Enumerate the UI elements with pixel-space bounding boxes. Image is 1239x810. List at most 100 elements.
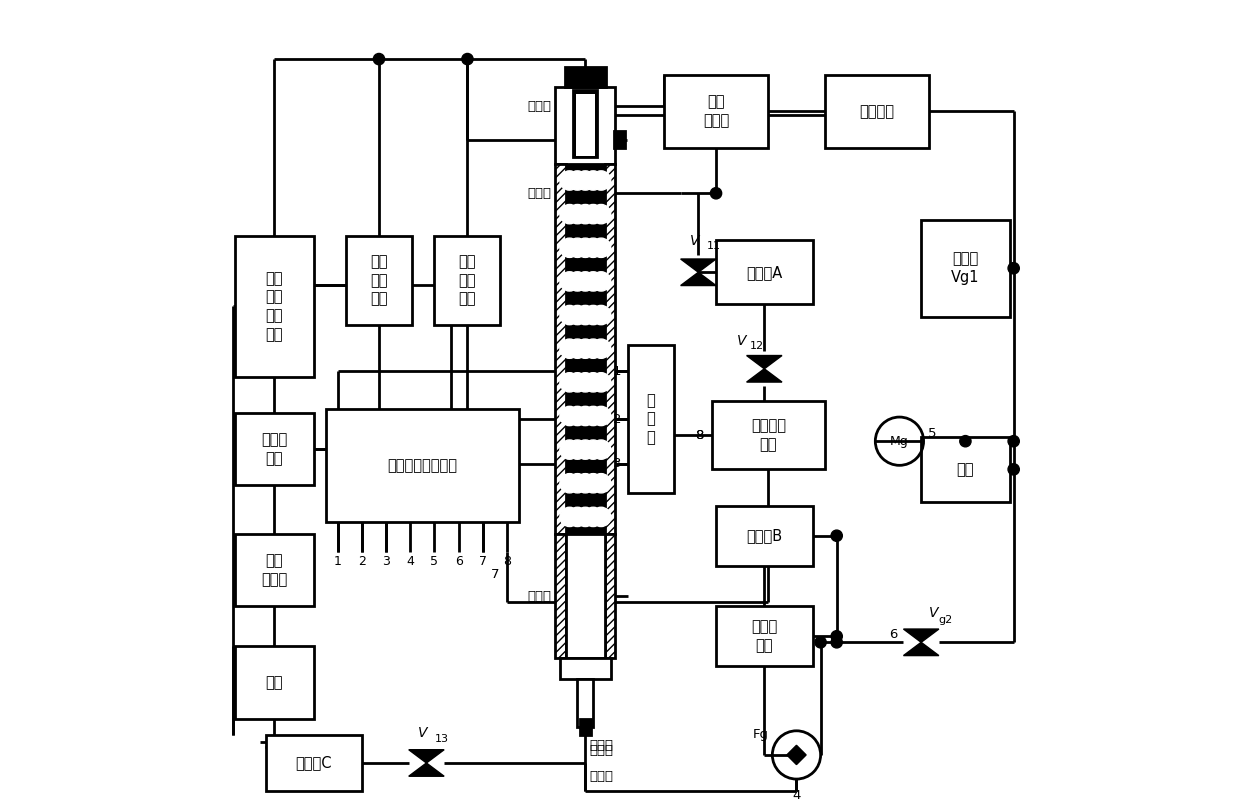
- Circle shape: [560, 407, 579, 425]
- Circle shape: [584, 339, 603, 358]
- Circle shape: [567, 171, 587, 190]
- Circle shape: [560, 271, 579, 291]
- Circle shape: [591, 271, 611, 291]
- Circle shape: [567, 204, 587, 224]
- Text: 1: 1: [335, 556, 342, 569]
- Circle shape: [560, 238, 579, 258]
- Text: 气液
分离器: 气液 分离器: [703, 95, 730, 128]
- Text: 可编程
电源: 可编程 电源: [261, 433, 287, 466]
- Circle shape: [591, 407, 611, 425]
- Text: 5: 5: [430, 556, 439, 569]
- Text: 2: 2: [612, 412, 621, 425]
- Circle shape: [560, 474, 579, 493]
- FancyBboxPatch shape: [435, 236, 501, 325]
- FancyBboxPatch shape: [716, 240, 813, 305]
- FancyBboxPatch shape: [265, 735, 362, 791]
- Text: g2: g2: [938, 615, 953, 625]
- Polygon shape: [903, 629, 939, 642]
- FancyBboxPatch shape: [560, 659, 611, 679]
- Circle shape: [591, 339, 611, 358]
- FancyBboxPatch shape: [921, 437, 1010, 501]
- Text: 进水口: 进水口: [590, 770, 613, 783]
- Circle shape: [567, 305, 587, 325]
- Text: 气源: 气源: [957, 462, 974, 477]
- FancyBboxPatch shape: [580, 718, 591, 735]
- Circle shape: [576, 204, 595, 224]
- Text: 5: 5: [928, 427, 937, 440]
- FancyBboxPatch shape: [577, 679, 593, 727]
- FancyBboxPatch shape: [921, 220, 1010, 317]
- Text: 4: 4: [792, 789, 800, 802]
- Circle shape: [591, 474, 611, 493]
- Text: 13: 13: [435, 734, 449, 744]
- Circle shape: [576, 440, 595, 459]
- Circle shape: [591, 204, 611, 224]
- Circle shape: [1009, 262, 1020, 274]
- Circle shape: [576, 407, 595, 425]
- FancyBboxPatch shape: [825, 75, 929, 147]
- Text: 阀
门
组: 阀 门 组: [647, 393, 655, 446]
- Circle shape: [584, 171, 603, 190]
- Polygon shape: [680, 272, 716, 286]
- Text: 进气口: 进气口: [527, 590, 551, 603]
- Circle shape: [576, 474, 595, 493]
- Circle shape: [567, 407, 587, 425]
- FancyBboxPatch shape: [716, 505, 813, 566]
- Circle shape: [462, 53, 473, 65]
- Circle shape: [710, 188, 721, 199]
- Text: 市电: 市电: [265, 675, 284, 690]
- FancyBboxPatch shape: [235, 534, 313, 606]
- Circle shape: [815, 637, 826, 648]
- Text: 活性成分
检测: 活性成分 检测: [751, 419, 786, 452]
- FancyBboxPatch shape: [712, 401, 825, 469]
- FancyBboxPatch shape: [565, 164, 605, 534]
- Text: 2: 2: [358, 556, 366, 569]
- Text: 电压
检测
单元: 电压 检测 单元: [370, 254, 388, 306]
- Polygon shape: [903, 642, 939, 655]
- Circle shape: [591, 440, 611, 459]
- Text: 1: 1: [612, 365, 621, 378]
- FancyBboxPatch shape: [565, 67, 606, 87]
- Circle shape: [560, 507, 579, 526]
- Circle shape: [560, 305, 579, 325]
- Text: 缓冲气室: 缓冲气室: [860, 104, 895, 119]
- Polygon shape: [409, 763, 444, 776]
- FancyBboxPatch shape: [576, 94, 595, 156]
- Text: 储水箱A: 储水箱A: [746, 265, 782, 279]
- Circle shape: [591, 373, 611, 392]
- Circle shape: [584, 305, 603, 325]
- Circle shape: [567, 440, 587, 459]
- Circle shape: [831, 637, 843, 648]
- Text: 数据采集控制单元: 数据采集控制单元: [388, 458, 457, 473]
- Circle shape: [373, 53, 384, 65]
- FancyBboxPatch shape: [627, 345, 674, 493]
- Circle shape: [576, 238, 595, 258]
- FancyBboxPatch shape: [664, 75, 768, 147]
- Text: 7: 7: [491, 569, 499, 582]
- FancyBboxPatch shape: [235, 236, 313, 377]
- Text: 高压
纳秒
脉冲
电源: 高压 纳秒 脉冲 电源: [265, 271, 284, 342]
- Text: 11: 11: [706, 241, 720, 251]
- Circle shape: [1009, 436, 1020, 447]
- Polygon shape: [787, 745, 807, 765]
- Text: 进水口: 进水口: [590, 739, 613, 752]
- Text: 8: 8: [695, 428, 704, 441]
- Text: 12: 12: [750, 341, 764, 351]
- Circle shape: [560, 204, 579, 224]
- Polygon shape: [680, 259, 716, 272]
- FancyBboxPatch shape: [605, 164, 616, 534]
- FancyBboxPatch shape: [716, 606, 813, 667]
- Circle shape: [576, 373, 595, 392]
- Circle shape: [560, 171, 579, 190]
- Circle shape: [584, 440, 603, 459]
- Circle shape: [591, 238, 611, 258]
- Circle shape: [560, 440, 579, 459]
- Text: 8: 8: [695, 428, 704, 441]
- Text: V: V: [690, 234, 699, 248]
- Text: Fg: Fg: [752, 728, 768, 741]
- Text: 7: 7: [478, 556, 487, 569]
- Circle shape: [584, 271, 603, 291]
- Circle shape: [831, 530, 843, 541]
- Circle shape: [576, 339, 595, 358]
- Circle shape: [584, 407, 603, 425]
